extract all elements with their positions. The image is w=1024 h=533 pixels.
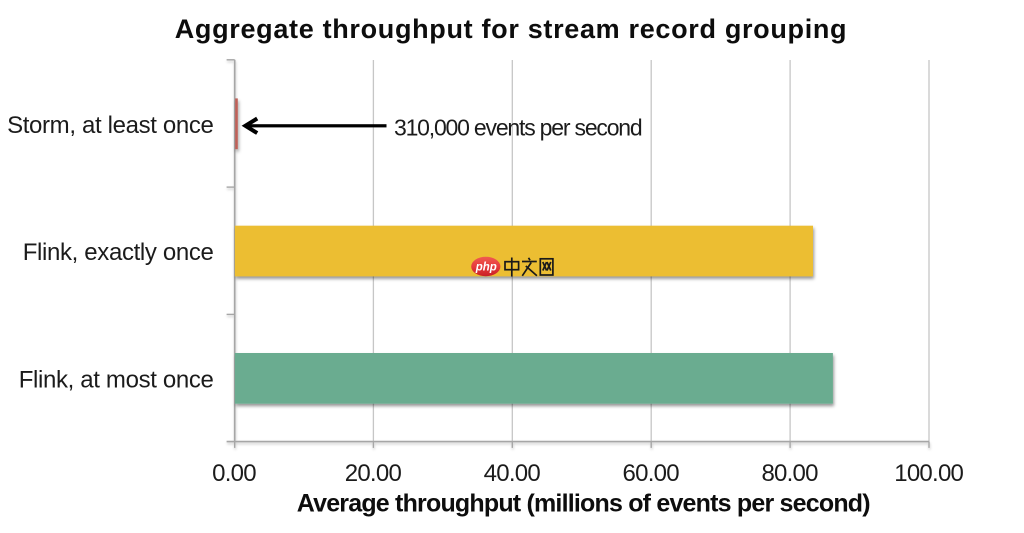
svg-text:Flink, exactly once: Flink, exactly once [23, 239, 214, 266]
svg-text:80.00: 80.00 [761, 460, 818, 487]
svg-text:Flink, at most once: Flink, at most once [19, 366, 214, 393]
svg-text:60.00: 60.00 [623, 460, 680, 487]
svg-text:Storm, at least once: Storm, at least once [7, 112, 213, 139]
svg-text:310,000 events per second: 310,000 events per second [394, 115, 642, 141]
svg-text:Aggregate throughput for strea: Aggregate throughput for stream record g… [175, 14, 847, 44]
svg-text:20.00: 20.00 [345, 460, 402, 487]
svg-text:40.00: 40.00 [484, 460, 541, 487]
svg-text:Average throughput (millions o: Average throughput (millions of events p… [297, 489, 871, 517]
svg-text:php: php [475, 261, 497, 273]
svg-text:100.00: 100.00 [894, 460, 963, 487]
svg-text:0.00: 0.00 [212, 460, 256, 487]
